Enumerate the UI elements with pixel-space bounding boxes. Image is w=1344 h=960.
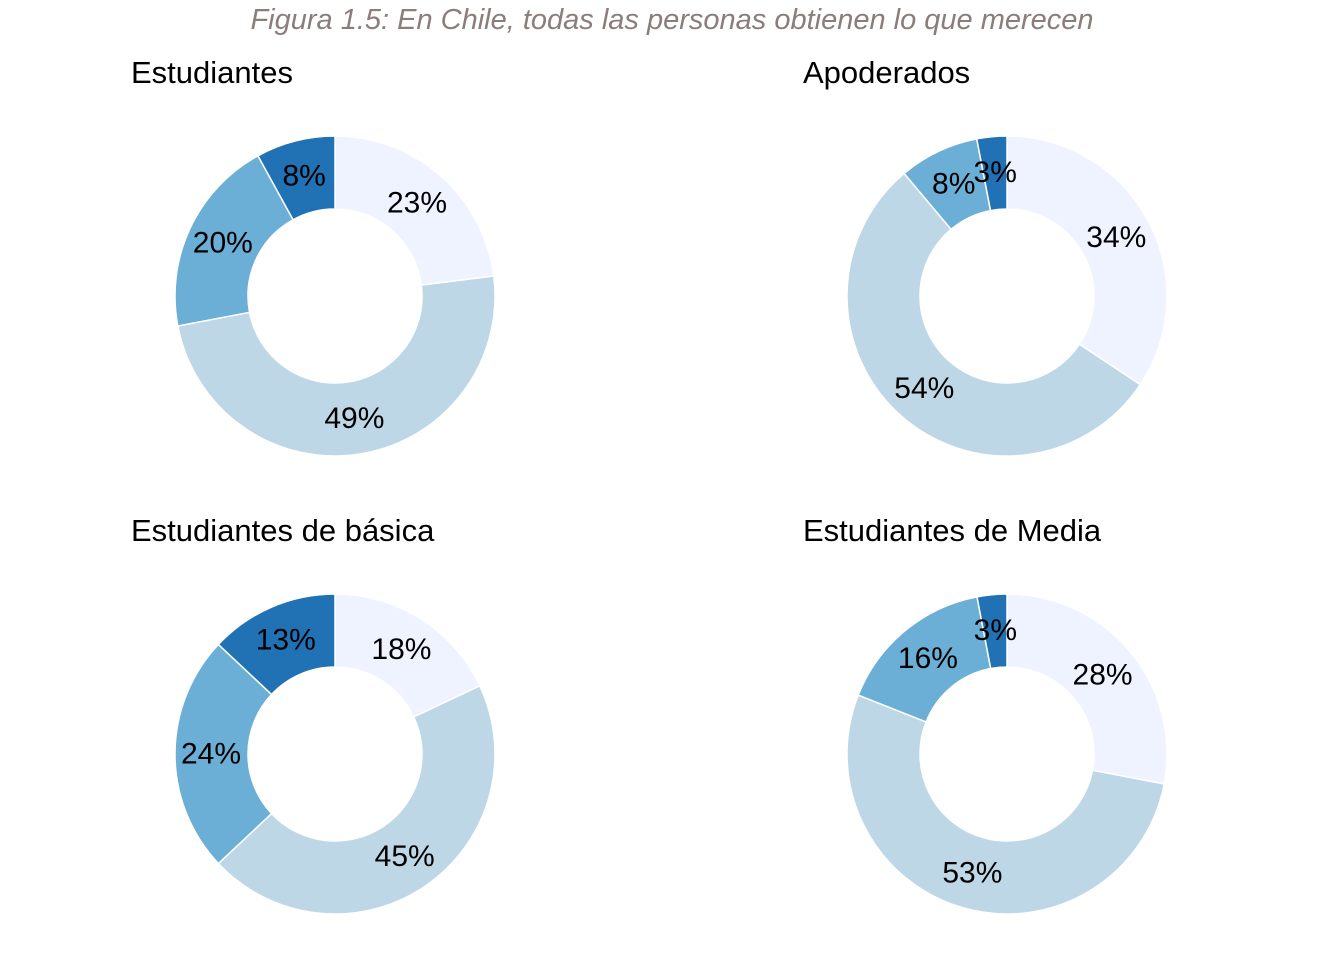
donut-0-slice-1 bbox=[176, 275, 496, 457]
donut-2-label-2: 24% bbox=[181, 738, 241, 771]
donut-1-label-1: 54% bbox=[894, 372, 954, 405]
donut-0-label-2: 20% bbox=[193, 227, 253, 260]
donut-0-label-3: 8% bbox=[282, 159, 325, 192]
donut-0-slice-2 bbox=[174, 154, 295, 327]
panel-title-basica: Estudiantes de básica bbox=[131, 513, 435, 548]
donut-3-slice-0 bbox=[1006, 593, 1168, 785]
panel-title-media: Estudiantes de Media bbox=[803, 513, 1102, 548]
donut-2-label-0: 18% bbox=[371, 633, 431, 666]
donut-2-slice-2 bbox=[174, 643, 273, 865]
donut-1-slice-1 bbox=[846, 172, 1142, 457]
donut-2-label-1: 45% bbox=[375, 840, 435, 873]
donut-3-label-0: 28% bbox=[1073, 658, 1133, 691]
donut-2-label-3: 13% bbox=[256, 624, 316, 657]
donut-0-label-1: 49% bbox=[324, 402, 384, 435]
donut-1-slice-0 bbox=[1006, 135, 1168, 386]
donut-3-label-3: 3% bbox=[974, 614, 1017, 647]
figure-title: Figura 1.5: En Chile, todas las personas… bbox=[250, 4, 1094, 36]
donut-3-label-2: 16% bbox=[898, 642, 958, 675]
donut-2-slice-1 bbox=[217, 684, 496, 915]
donut-2-slice-0 bbox=[334, 593, 481, 718]
donut-3-slice-1 bbox=[846, 694, 1166, 915]
donut-1-label-2: 8% bbox=[932, 168, 975, 201]
donut-1-label-3: 3% bbox=[974, 156, 1017, 189]
donut-3-label-1: 53% bbox=[942, 857, 1002, 890]
donut-3: 28% 53% 16% 3% bbox=[846, 593, 1168, 915]
donut-2-slice-3 bbox=[217, 593, 336, 696]
donut-1: 34% 54% 8%3% bbox=[846, 135, 1168, 457]
donut-1-slice-3 bbox=[975, 135, 1008, 212]
donut-1-label-0: 34% bbox=[1086, 221, 1146, 254]
donut-0-label-0: 23% bbox=[387, 186, 447, 219]
panel-title-apoderados: Apoderados bbox=[803, 55, 971, 90]
donut-0: 23% 49% 20% 8% bbox=[174, 135, 496, 457]
donut-0-slice-3 bbox=[256, 135, 336, 221]
panel-title-estudiantes: Estudiantes bbox=[131, 55, 293, 90]
donut-3-slice-3 bbox=[976, 593, 1008, 670]
donut-0-slice-0 bbox=[334, 135, 495, 286]
donut-2: 18% 45% 24% 13% bbox=[174, 593, 496, 915]
